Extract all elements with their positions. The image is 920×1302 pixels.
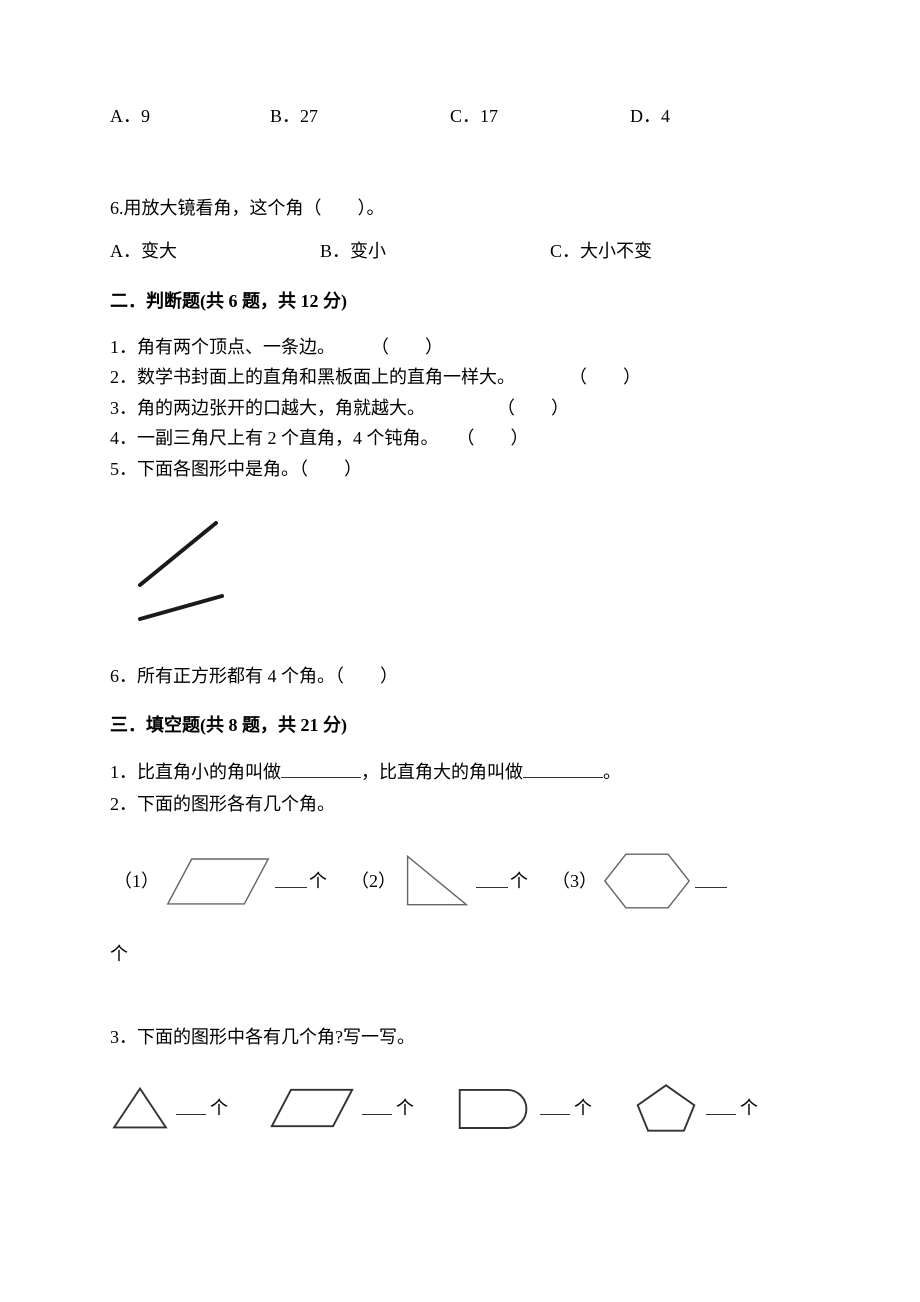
q3-fig4-group: 个 [632,1081,758,1135]
s3-q2-figures: （1） 个 （2） 个 （3） [110,848,810,914]
q2-fig1-blank [275,874,307,888]
s2-item-1: 1．角有两个顶点、一条边。 （ ） [110,332,810,363]
q2-fig2-group: （2） 个 [347,851,528,911]
q3-fig1-group: 个 [110,1083,228,1133]
q2-fig3-group: （3） [548,848,729,914]
parallelogram-icon [163,851,273,911]
hexagon-icon [601,848,693,914]
q3-fig4-suffix: 个 [740,1092,758,1124]
s3-q1-pre: 1．比直角小的角叫做 [110,762,281,782]
q2-fig2-label: （2） [351,865,396,897]
q5-opt-d: D．4 [630,100,730,132]
q3-fig3-suffix: 个 [574,1092,592,1124]
q3-fig2-group: 个 [268,1084,414,1132]
parallelogram2-icon [268,1084,356,1132]
s2-item-5: 5．下面各图形中是角。（ ） [110,454,810,485]
q5-options: A．9 B．27 C．17 D．4 [110,100,810,132]
s2-item-2: 2．数学书封面上的直角和黑板面上的直角一样大。 （ ） [110,362,810,393]
q2-fig3-suffix: 个 [110,938,810,970]
q3-fig4-blank [706,1101,736,1115]
q2-fig3-label: （3） [552,865,597,897]
q6-opt-b: B．变小 [320,235,550,267]
s3-q3: 3．下面的图形中各有几个角?写一写。 [110,1021,810,1053]
s3-q3-figures: 个 个 个 个 [110,1081,810,1135]
section3-header: 三．填空题(共 8 题，共 21 分) [110,709,810,741]
angle-figure [130,513,260,633]
q3-fig3-blank [540,1101,570,1115]
q6-opt-c: C．大小不变 [550,235,700,267]
q6-options: A．变大 B．变小 C．大小不变 [110,235,810,267]
s2-item-6: 6．所有正方形都有 4 个角。（ ） [110,661,810,692]
s2-item-4: 4．一副三角尺上有 2 个直角，4 个钝角。 （ ） [110,423,810,454]
q2-fig1-suffix: 个 [309,865,327,897]
q2-fig2-suffix: 个 [510,865,528,897]
s3-q1-mid: ，比直角大的角叫做 [361,762,523,782]
q6-opt-a: A．变大 [110,235,320,267]
q5-opt-a: A．9 [110,100,270,132]
pentagon-icon [632,1081,700,1135]
q2-fig3-blank [695,874,727,888]
s3-q2: 2．下面的图形各有几个角。 [110,788,810,820]
q3-fig1-blank [176,1101,206,1115]
s3-q1: 1．比直角小的角叫做 ，比直角大的角叫做 。 [110,756,810,788]
section2-header: 二．判断题(共 6 题，共 12 分) [110,285,810,317]
blank-1 [281,764,361,778]
bullet-shape-icon [454,1082,534,1134]
q6-text: 6.用放大镜看角，这个角（ ）。 [110,192,810,224]
q2-fig2-blank [476,874,508,888]
q3-fig2-blank [362,1101,392,1115]
s3-q1-post: 。 [603,762,621,782]
q3-fig1-suffix: 个 [210,1092,228,1124]
triangle-icon [110,1083,170,1133]
blank-2 [523,764,603,778]
q5-opt-c: C．17 [450,100,630,132]
q3-fig3-group: 个 [454,1082,592,1134]
q3-fig2-suffix: 个 [396,1092,414,1124]
q2-fig1-group: （1） 个 [110,851,327,911]
s2-item-3: 3．角的两边张开的口越大，角就越大。 （ ） [110,393,810,424]
q2-fig1-label: （1） [114,865,159,897]
q5-opt-b: B．27 [270,100,450,132]
right-triangle-icon [400,851,474,911]
